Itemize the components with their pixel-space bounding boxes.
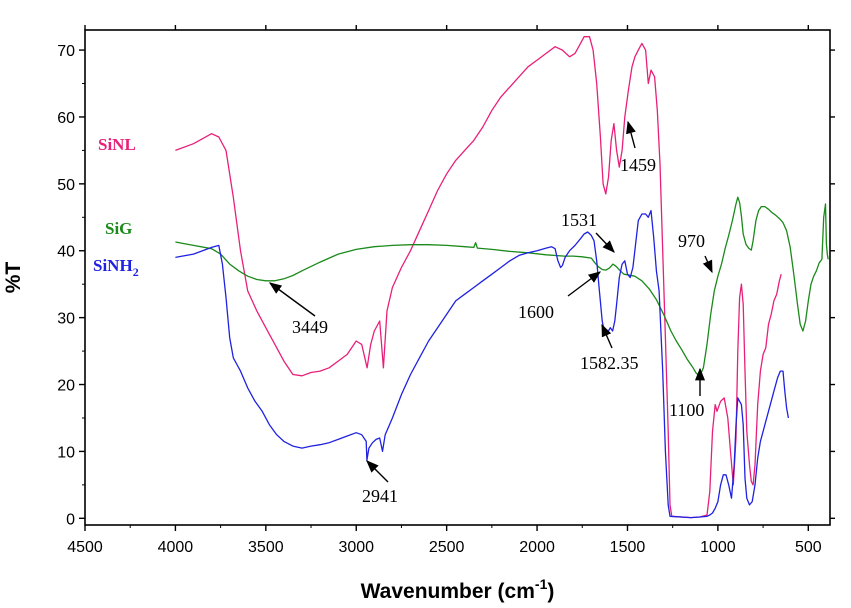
annotation-label: 2941: [362, 486, 398, 506]
annotation-arrow: [601, 323, 613, 349]
x-tick-label: 2500: [429, 539, 465, 556]
y-tick-label: 20: [57, 378, 75, 395]
x-tick-label: 4500: [67, 539, 103, 556]
annotation-label: 1531: [561, 210, 597, 230]
plot-area: 4500 4000 3500 3000 2500 2000 1500 1000 500 0 10 20…: [2, 25, 835, 603]
series-line-sig: [175, 196, 829, 377]
series-label-sinl: SiNL: [98, 135, 136, 154]
plot-frame: [84, 29, 831, 526]
series-label-text: SiG: [105, 219, 132, 238]
series-label-text: SiNH: [93, 256, 133, 275]
x-tick-label: 1500: [610, 539, 646, 556]
y-tick-label: 40: [57, 244, 75, 261]
x-axis-title: Wavenumber (cm-1): [361, 576, 555, 603]
x-tick-label: 3000: [338, 539, 374, 556]
annotation-label: 970: [678, 231, 705, 251]
y-axis-title: %T: [2, 262, 25, 294]
annotation-arrow: [595, 232, 615, 253]
x-tick-label: 500: [795, 539, 822, 556]
x-tick-label: 2000: [519, 539, 555, 556]
annotation-label: 3449: [292, 317, 328, 337]
annotation-label: 1100: [669, 400, 704, 420]
annotation-label: 1600: [518, 302, 554, 322]
annotation-arrow: [702, 255, 713, 274]
x-axis-title-sup: -1: [535, 576, 548, 592]
series-label-sinh: SiNH2: [93, 256, 139, 279]
y-tick-label: 30: [57, 311, 75, 328]
x-tick-label: 1000: [700, 539, 736, 556]
x-axis-title-main: Wavenumber (cm: [361, 580, 535, 603]
annotation-arrow: [567, 271, 602, 297]
x-axis-title-tail: ): [547, 580, 554, 603]
series-label-sig: SiG: [105, 219, 132, 238]
series-line-sinl: [175, 36, 782, 519]
annotation-arrow: [366, 460, 389, 483]
y-tick-label: 50: [57, 177, 75, 194]
annotation-arrow: [268, 282, 316, 317]
annotation-label: 1582.35: [580, 353, 639, 373]
series-line-sinh: [175, 209, 790, 519]
y-tick-label: 10: [57, 444, 75, 461]
x-tick-label: 3500: [248, 539, 284, 556]
annotation-label: 1459: [620, 155, 656, 175]
y-tick-label: 0: [66, 511, 75, 528]
x-tick-label: 4000: [158, 539, 194, 556]
series-label-subscript: 2: [133, 265, 139, 279]
series-label-text: SiNL: [98, 135, 136, 154]
annotation-arrow: [626, 120, 636, 149]
y-tick-label: 70: [57, 43, 75, 60]
y-tick-label: 60: [57, 110, 75, 127]
